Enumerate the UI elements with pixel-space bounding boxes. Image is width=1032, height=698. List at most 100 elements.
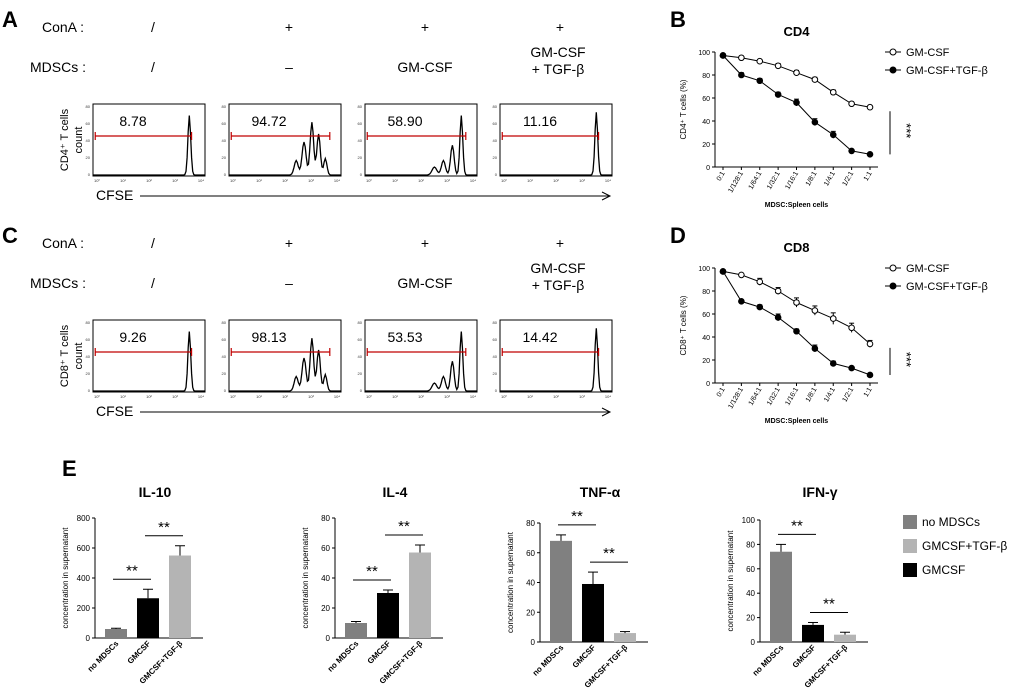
mdscs-row-label: MDSCs : bbox=[30, 275, 86, 291]
mdscs-value: GM-CSF + TGF-β bbox=[530, 44, 585, 77]
legend-marker bbox=[889, 48, 897, 56]
y-tick-label: 60 bbox=[702, 312, 710, 319]
histogram-ytick: 80 bbox=[86, 104, 91, 109]
histogram-xtick: 10⁴ bbox=[605, 394, 611, 399]
y-axis-label: concentration in supernatant bbox=[301, 527, 310, 629]
cona-value: + bbox=[421, 235, 429, 251]
significance-label: *** bbox=[899, 123, 914, 138]
mdscs-value: – bbox=[285, 275, 293, 291]
x-tick-label: 1/64:1 bbox=[748, 170, 764, 190]
x-tick-label: 1/128:1 bbox=[727, 386, 745, 410]
histogram-ytick: 80 bbox=[222, 104, 227, 109]
data-point bbox=[811, 307, 819, 314]
chart-title: TNF-α bbox=[580, 484, 621, 500]
legend-label: GM-CSF+TGF-β bbox=[906, 281, 988, 293]
histogram-ytick: 0 bbox=[88, 388, 91, 393]
x-tick-label: 1:1 bbox=[863, 386, 874, 398]
histogram-xtick: 10⁴ bbox=[198, 394, 204, 399]
bar-chart-2: TNF-α 0 20 40 60 80 concentration in supernata… bbox=[506, 484, 648, 690]
histogram-xtick: 10¹ bbox=[392, 178, 398, 183]
histogram-ytick: 40 bbox=[222, 354, 227, 359]
histogram-frame bbox=[228, 319, 342, 393]
histogram-xtick: 10¹ bbox=[256, 178, 262, 183]
y-tick-label: 0 bbox=[706, 381, 710, 388]
bar-legend-swatch bbox=[903, 539, 917, 553]
histogram-xtick: 10² bbox=[282, 394, 288, 399]
data-point bbox=[848, 364, 855, 372]
x-tick-label: no MDSCs bbox=[86, 639, 121, 674]
x-tick-label: 1/16:1 bbox=[784, 386, 800, 406]
y-axis-label: concentration in supernatant bbox=[506, 531, 515, 633]
histogram-xtick: 10² bbox=[146, 178, 152, 183]
mdscs-value: / bbox=[151, 59, 155, 75]
histogram-xtick: 10² bbox=[553, 178, 559, 183]
x-tick-label: 1/32:1 bbox=[766, 170, 782, 190]
data-point bbox=[756, 303, 764, 311]
flow-ylabel-cells: CD4⁺ T cells bbox=[59, 108, 71, 171]
flow-ylabel-count: count bbox=[73, 127, 85, 154]
x-tick-label: 1/4:1 bbox=[823, 170, 837, 187]
histogram-ytick: 0 bbox=[88, 172, 91, 177]
data-point bbox=[848, 147, 855, 155]
histogram-frame bbox=[92, 319, 206, 393]
significance-label: ** bbox=[398, 518, 410, 535]
gate-percentage: 8.78 bbox=[119, 113, 146, 129]
histogram-ytick: 80 bbox=[86, 320, 91, 325]
legend-marker bbox=[889, 282, 897, 290]
legend-label: GM-CSF bbox=[906, 263, 950, 275]
y-tick-label: 40 bbox=[321, 574, 330, 583]
data-point bbox=[738, 271, 745, 279]
histogram-ytick: 40 bbox=[493, 138, 498, 143]
histogram-xtick: 10⁴ bbox=[605, 178, 611, 183]
histogram-trace bbox=[500, 112, 612, 176]
histogram-ytick: 20 bbox=[86, 371, 91, 376]
x-tick-label: 1/64:1 bbox=[748, 386, 764, 406]
histogram-ytick: 60 bbox=[222, 337, 227, 342]
histogram-trace bbox=[93, 331, 205, 392]
bar bbox=[377, 593, 399, 638]
bar-chart-1: IL-4 0 20 40 60 80 concentration in supernatan… bbox=[301, 484, 443, 686]
data-point bbox=[719, 268, 727, 275]
histogram-xtick: 10¹ bbox=[527, 394, 533, 399]
gate-percentage: 11.16 bbox=[523, 113, 557, 129]
bar-legend-label: no MDSCs bbox=[922, 515, 980, 529]
chart-title: CD4 bbox=[783, 24, 810, 39]
data-point bbox=[811, 345, 819, 352]
y-tick-label: 20 bbox=[321, 604, 330, 613]
histogram-xtick: 10² bbox=[146, 394, 152, 399]
y-tick-label: 20 bbox=[702, 358, 710, 365]
data-point bbox=[793, 69, 800, 76]
histogram-frame bbox=[499, 319, 613, 393]
x-tick-label: no MDSCs bbox=[326, 639, 361, 674]
x-tick-label: GMCSF bbox=[791, 643, 818, 670]
panel-label-d: D bbox=[670, 223, 686, 248]
histogram-ytick: 40 bbox=[358, 138, 363, 143]
x-tick-label: 1/2:1 bbox=[842, 386, 856, 403]
data-point bbox=[738, 54, 745, 62]
series-line bbox=[722, 271, 871, 376]
y-tick-label: 40 bbox=[746, 589, 755, 598]
histogram-ytick: 40 bbox=[358, 354, 363, 359]
histogram-xtick: 10³ bbox=[172, 178, 178, 183]
histogram-ytick: 40 bbox=[222, 138, 227, 143]
data-point bbox=[719, 52, 727, 59]
histogram-xtick: 10⁴ bbox=[334, 178, 340, 183]
flow-xlabel-cfse: CFSE bbox=[96, 187, 133, 203]
mdscs-value: GM-CSF bbox=[397, 59, 452, 75]
gate-percentage: 53.53 bbox=[387, 329, 422, 345]
y-tick-label: 80 bbox=[746, 540, 755, 549]
bar bbox=[409, 552, 431, 638]
x-tick-label: no MDSCs bbox=[751, 643, 786, 678]
y-tick-label: 40 bbox=[702, 119, 710, 126]
data-point bbox=[866, 340, 874, 348]
x-tick-label: 1/32:1 bbox=[766, 386, 782, 406]
cona-value: + bbox=[556, 19, 564, 35]
cona-value: / bbox=[151, 19, 155, 35]
y-tick-label: 20 bbox=[526, 608, 535, 617]
bar-legend-label: GMCSF bbox=[922, 563, 965, 577]
chart-title: IFN-γ bbox=[803, 484, 838, 500]
